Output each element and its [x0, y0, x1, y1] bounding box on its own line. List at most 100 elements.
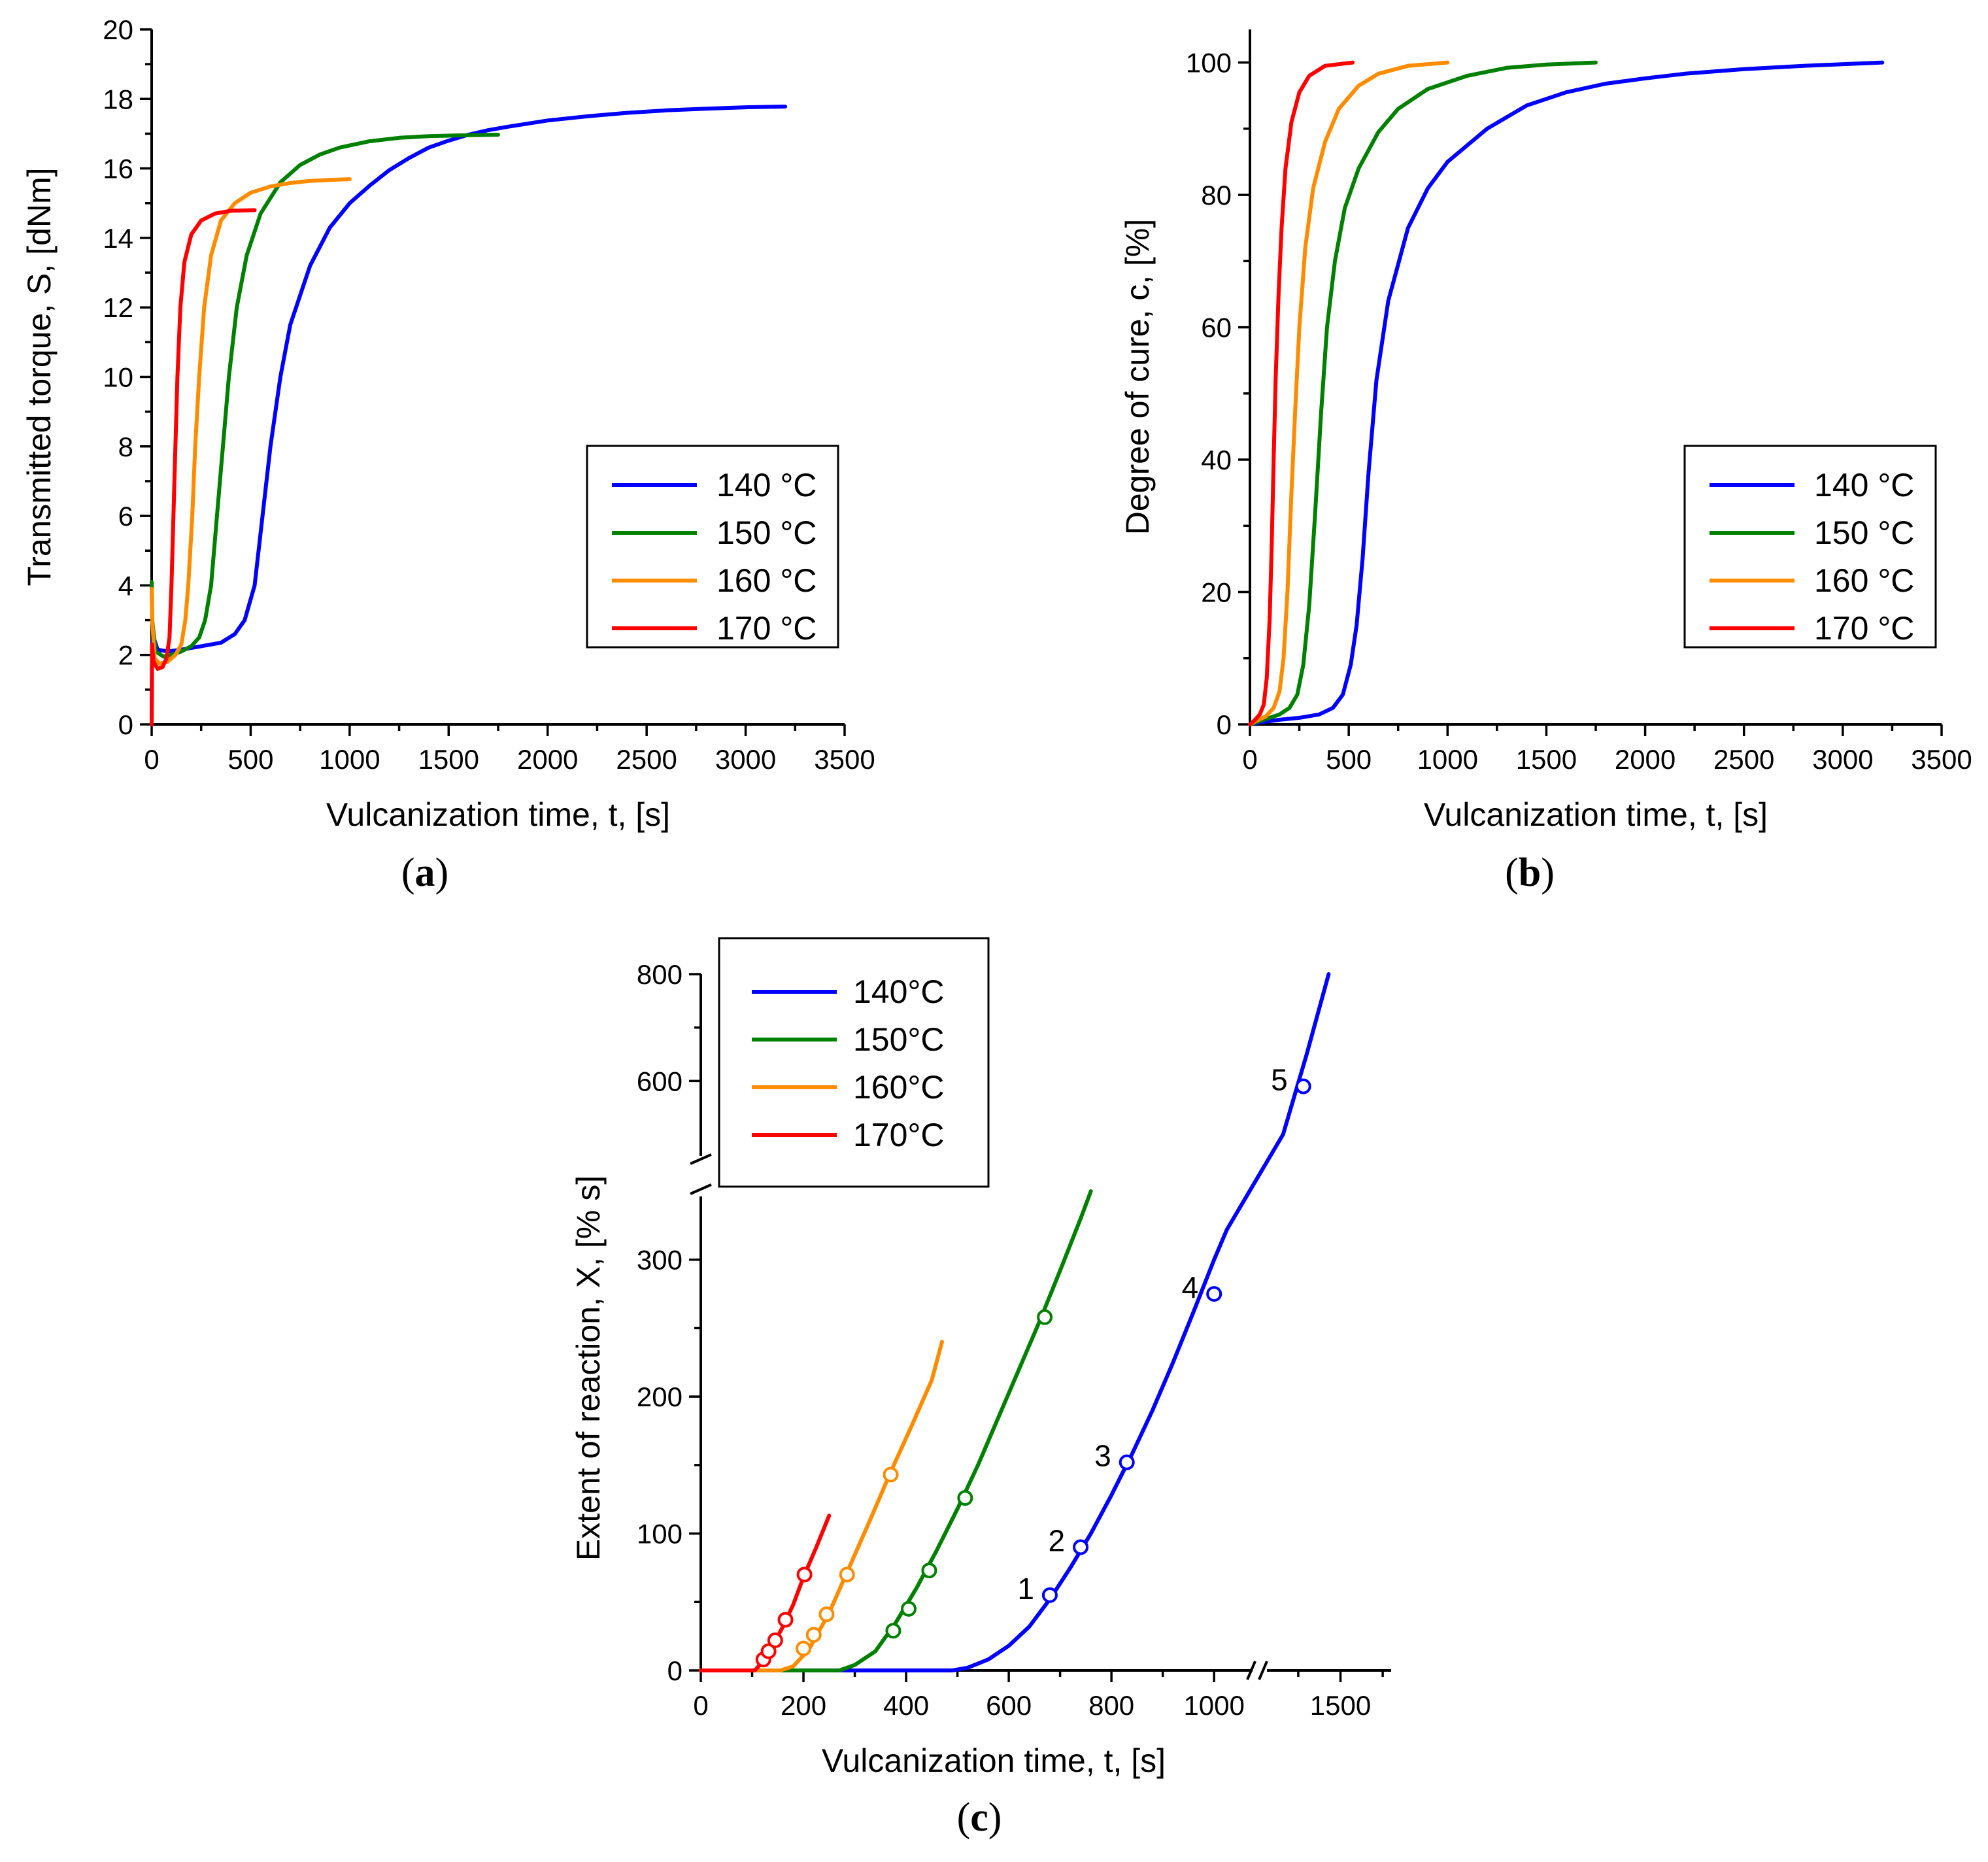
- legend-entry: 170°C: [853, 1117, 945, 1153]
- legend-entry: 140 °C: [1814, 467, 1914, 503]
- y-tick-label: 60: [1201, 313, 1232, 343]
- series-line-150: [699, 1189, 1093, 1672]
- x-tick-label: 3500: [814, 744, 875, 775]
- y-tick-label: 600: [637, 1066, 682, 1096]
- y-tick-label: 4: [118, 570, 133, 601]
- y-break-mark: [690, 1183, 712, 1195]
- x-tick-label: 3000: [715, 744, 776, 775]
- x-axis-title: Vulcanization time, t, [s]: [822, 1742, 1166, 1779]
- legend: 140°C 150°C 160°C 170°C: [718, 937, 990, 1188]
- y-tick-label: 80: [1201, 180, 1232, 211]
- x-tick-label: 0: [144, 744, 159, 775]
- x-tick-label: 500: [1326, 744, 1372, 775]
- series-line-160: [150, 177, 352, 666]
- y-tick-label: 6: [118, 501, 133, 532]
- x-tick-label: 2500: [616, 744, 677, 775]
- series-line-160: [1248, 60, 1450, 726]
- x-tick-label: 3000: [1812, 744, 1873, 775]
- x-axis-title: Vulcanization time, t, [s]: [326, 796, 670, 833]
- x-tick-label: 1000: [319, 744, 380, 775]
- panel-label: (b): [1505, 851, 1555, 895]
- y-tick-label: 800: [637, 959, 682, 990]
- y-tick-label: 10: [103, 362, 133, 393]
- data-marker: [818, 1606, 835, 1623]
- series-line-160: [699, 1340, 944, 1672]
- data-marker: [1041, 1587, 1058, 1603]
- series-line-170: [1248, 60, 1355, 726]
- x-tick-label: 1000: [1417, 744, 1478, 775]
- legend-entry: 170 °C: [1814, 610, 1914, 647]
- y-tick-label: 18: [103, 84, 133, 114]
- data-marker: [1073, 1539, 1089, 1555]
- y-tick-label: 200: [637, 1381, 682, 1412]
- data-marker: [1037, 1309, 1053, 1325]
- data-marker: [1119, 1454, 1135, 1470]
- legend-entry: 160°C: [853, 1069, 945, 1106]
- y-tick-label: 14: [103, 223, 133, 254]
- x-break-mark: [1258, 1661, 1268, 1680]
- series-line-150: [1248, 60, 1598, 726]
- x-break-mark: [1246, 1661, 1256, 1680]
- y-tick-label: 16: [103, 154, 133, 184]
- x-tick-label: 0: [693, 1690, 708, 1721]
- y-axis-title: Extent of reaction, X, [% s]: [570, 1176, 607, 1561]
- y-tick-label: 0: [118, 709, 133, 740]
- series-line-150: [150, 133, 500, 659]
- y-tick-label: 40: [1201, 445, 1232, 475]
- y-tick-label: 0: [1217, 709, 1232, 740]
- legend-box: [1683, 445, 1937, 649]
- marker-label: 4: [1182, 1270, 1199, 1304]
- marker-label: 3: [1094, 1439, 1111, 1473]
- marker-label: 5: [1271, 1063, 1288, 1097]
- data-marker: [901, 1600, 917, 1617]
- y-tick-label: 300: [637, 1245, 682, 1276]
- panel-label: (a): [401, 851, 448, 895]
- y-tick-label: 2: [118, 640, 133, 671]
- legend-box: [586, 445, 839, 649]
- legend-box: [718, 937, 990, 1188]
- legend-entry: 160 °C: [716, 562, 817, 599]
- x-tick-label: 2500: [1713, 744, 1774, 775]
- series-line-140: [699, 972, 1331, 1672]
- marker-label: 1: [1017, 1572, 1034, 1606]
- x-tick-label: 200: [781, 1690, 826, 1721]
- x-tick-label: 500: [227, 744, 273, 775]
- x-tick-label: 2000: [1615, 744, 1676, 775]
- series-line-170: [150, 208, 257, 726]
- y-axis-title: Transmitted torque, S, [dNm]: [21, 167, 58, 586]
- x-tick-label: 2000: [517, 744, 578, 775]
- data-marker: [760, 1643, 777, 1659]
- y-tick-label: 100: [637, 1519, 682, 1549]
- legend-entry: 140°C: [853, 973, 945, 1010]
- data-marker: [796, 1566, 813, 1583]
- data-marker: [1206, 1286, 1222, 1302]
- x-tick-label: 3500: [1911, 744, 1972, 775]
- x-tick-label: 400: [883, 1690, 929, 1721]
- x-tick-label: 1500: [418, 744, 479, 775]
- panel-label: (c): [957, 1795, 1002, 1840]
- legend-entry: 160 °C: [1814, 562, 1914, 599]
- y-tick-label: 8: [118, 432, 133, 462]
- y-break-mark: [690, 1153, 712, 1165]
- legend: 140 °C 150 °C 160 °C 170 °C: [586, 445, 839, 649]
- x-axis-title: Vulcanization time, t, [s]: [1424, 796, 1768, 833]
- x-tick-label: 1000: [1183, 1690, 1244, 1721]
- x-tick-label: 1500: [1310, 1690, 1371, 1721]
- data-marker: [777, 1612, 794, 1628]
- data-marker: [796, 1640, 812, 1657]
- panel-b: 0 500 1000 1500 2000 2500 3000 3500 0 20 40 60 80 100…: [1119, 29, 1972, 895]
- panel-c: 0 200 400 600 800 1000 1500 0 100 200 300 600 800 Vul…: [570, 937, 1391, 1840]
- y-tick-label: 0: [667, 1655, 682, 1686]
- y-tick-label: 20: [103, 14, 133, 45]
- legend-entry: 140 °C: [716, 467, 817, 503]
- data-marker: [839, 1566, 855, 1583]
- y-axis-title: Degree of cure, c, [%]: [1119, 219, 1156, 535]
- data-marker: [805, 1627, 822, 1643]
- x-tick-label: 0: [1242, 744, 1257, 775]
- data-marker: [957, 1490, 973, 1506]
- panel-a: 0 500 1000 1500 2000 2500 3000 3500 0 2 4 6 8 10 12 14 1…: [21, 14, 875, 895]
- legend-entry: 170 °C: [716, 610, 817, 647]
- x-tick-label: 1500: [1516, 744, 1577, 775]
- data-marker: [921, 1563, 937, 1579]
